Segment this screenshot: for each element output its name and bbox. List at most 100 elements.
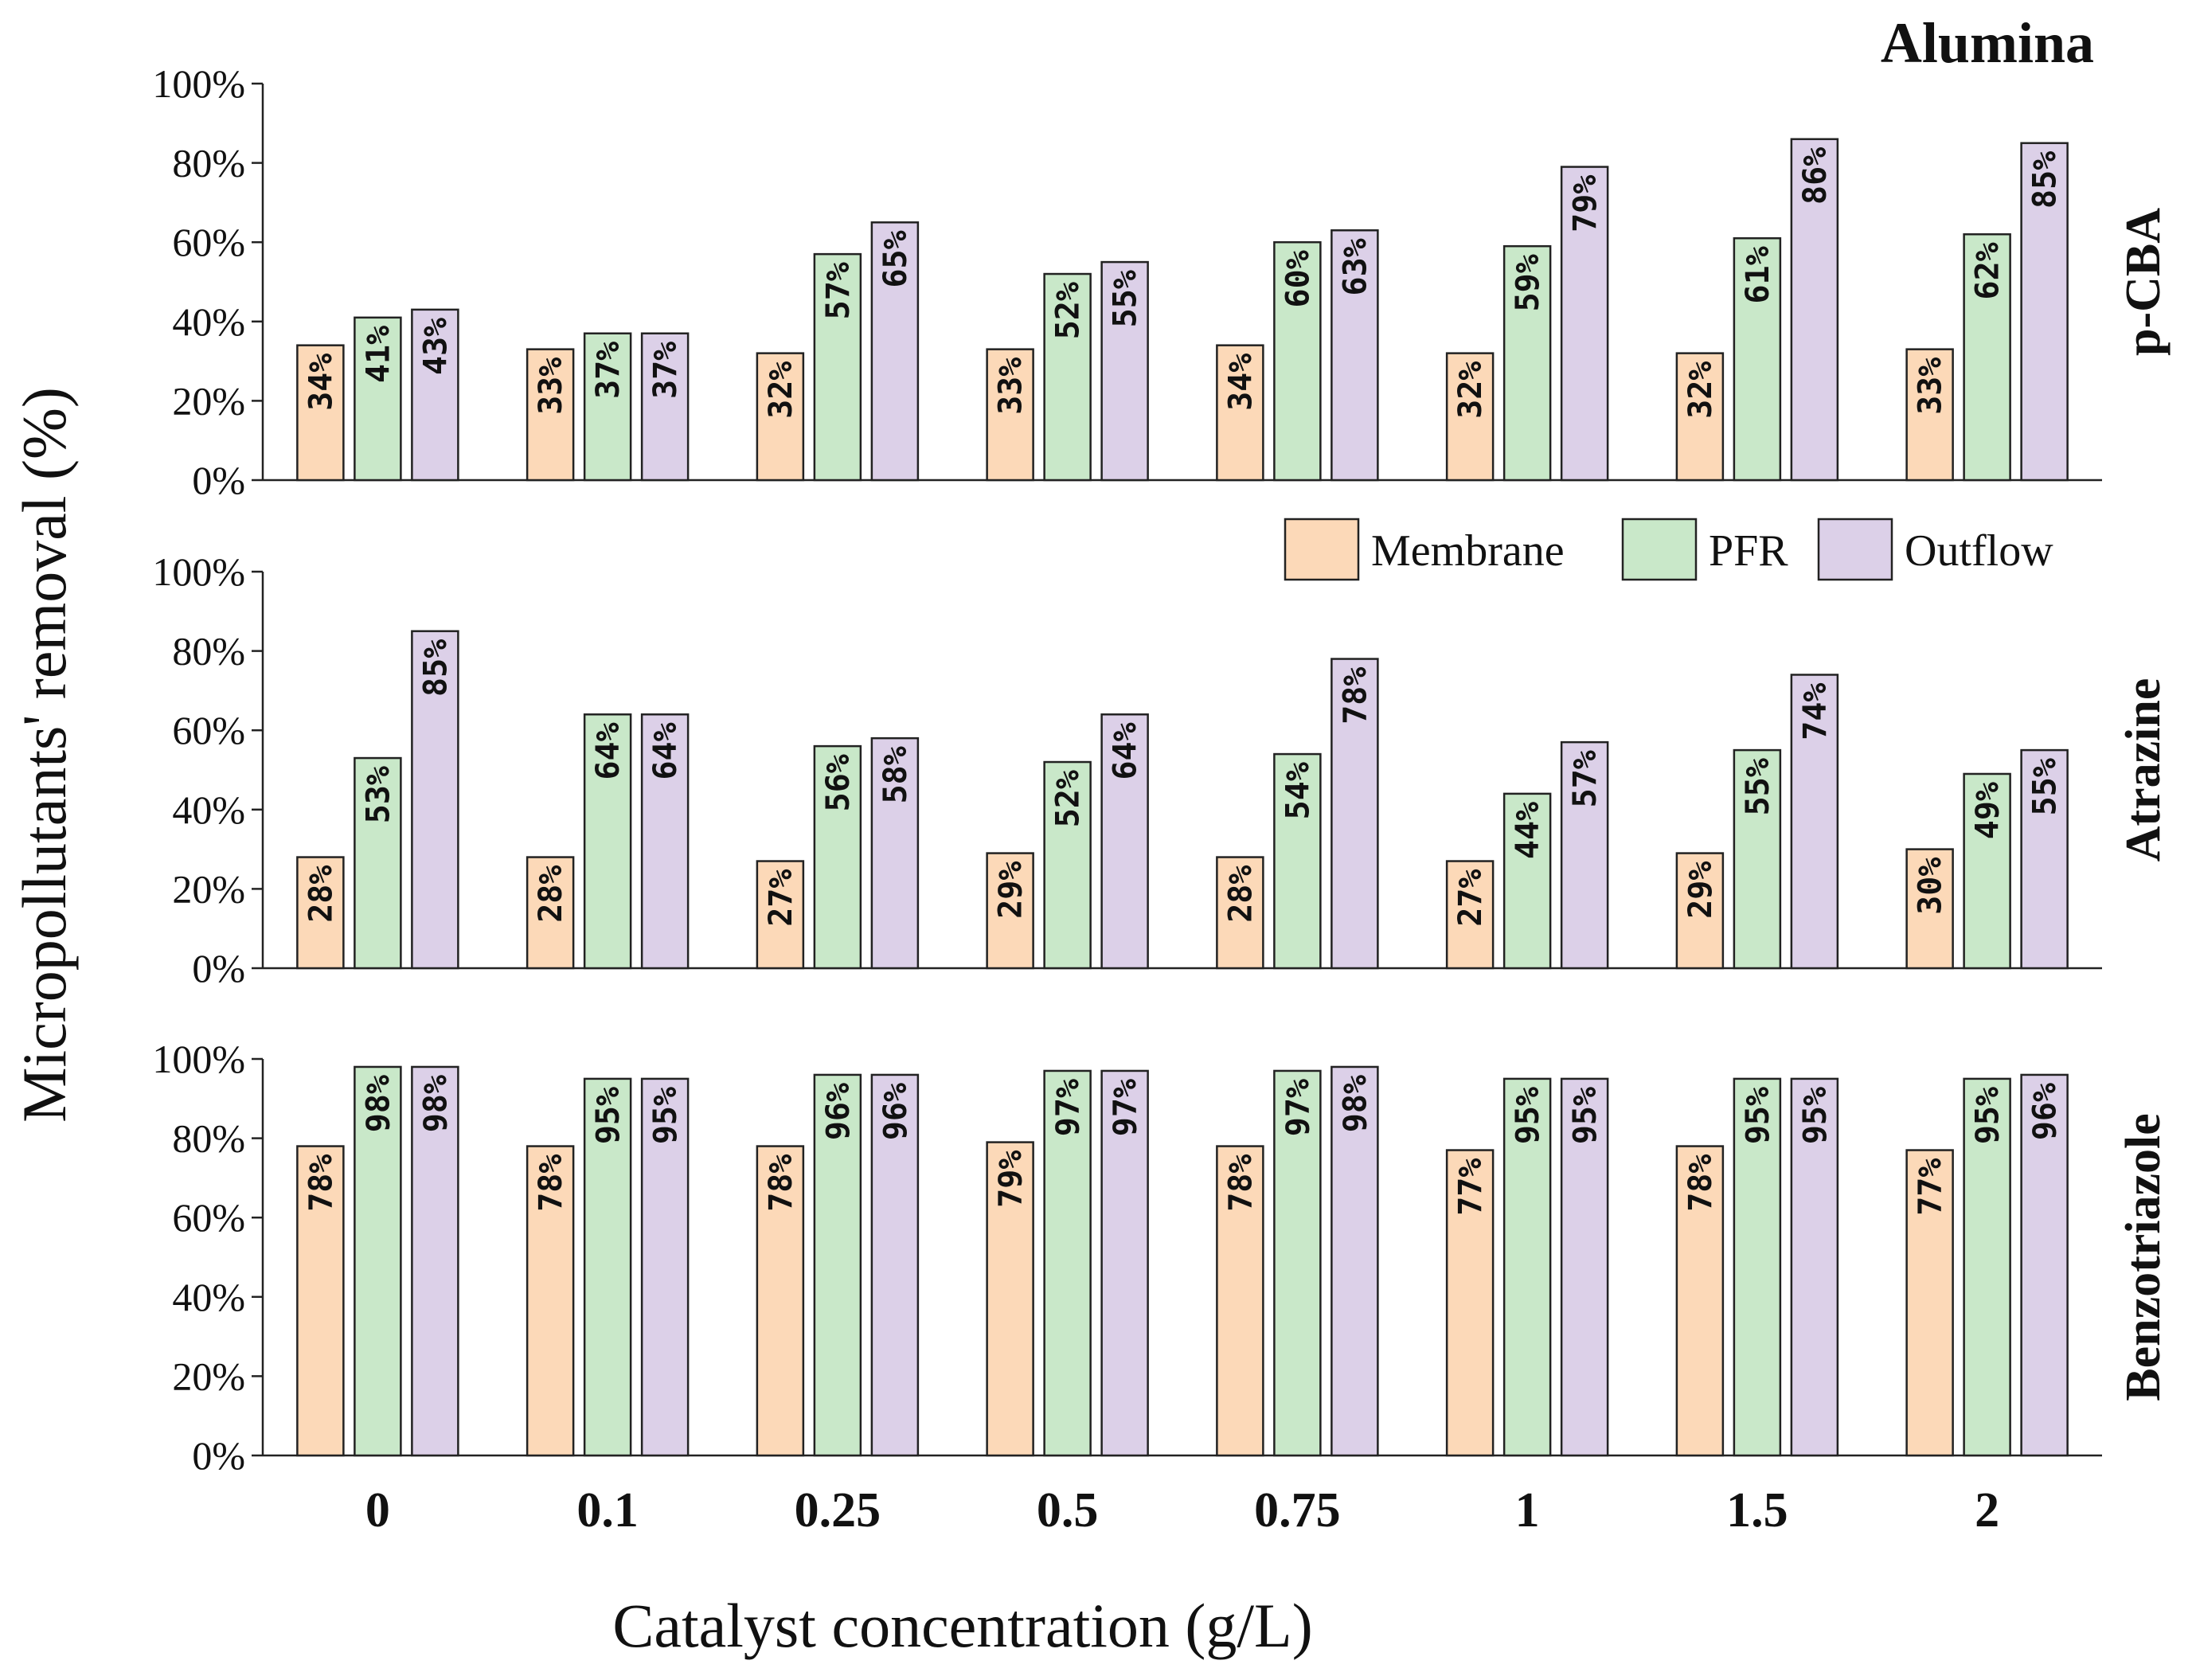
x-tick-label: 1.5 bbox=[1726, 1483, 1788, 1537]
data-label: 60% bbox=[1280, 250, 1316, 307]
y-tick-label: 0% bbox=[192, 1433, 245, 1478]
bar-outflow bbox=[2020, 1073, 2069, 1457]
legend-swatch-membrane bbox=[1284, 518, 1360, 581]
bar-outflow bbox=[640, 332, 690, 482]
y-tick-label: 80% bbox=[172, 629, 245, 674]
bar-outflow bbox=[870, 736, 920, 970]
x-tick-label: 0.5 bbox=[1037, 1483, 1099, 1537]
y-axis-title: Micropollutants' removal (%) bbox=[10, 387, 79, 1123]
data-label: 28% bbox=[1222, 865, 1259, 923]
bar-pfr bbox=[1273, 240, 1322, 482]
bar-pfr bbox=[583, 332, 632, 482]
bar-membrane bbox=[296, 1145, 345, 1457]
bar-outflow bbox=[1100, 713, 1149, 970]
bar-pfr bbox=[1043, 760, 1092, 970]
data-label: 96% bbox=[2027, 1083, 2064, 1140]
bar-outflow bbox=[640, 1077, 690, 1457]
bar-outflow bbox=[1100, 260, 1149, 482]
data-label: 95% bbox=[590, 1087, 627, 1144]
data-label: 32% bbox=[763, 361, 799, 419]
data-label: 52% bbox=[1050, 282, 1087, 339]
data-label: 95% bbox=[1510, 1087, 1546, 1144]
bar-pfr bbox=[583, 1077, 632, 1457]
bar-outflow bbox=[1560, 740, 1609, 970]
data-label: 34% bbox=[1222, 354, 1259, 411]
y-tick-label: 80% bbox=[172, 1116, 245, 1161]
bar-membrane bbox=[986, 348, 1034, 482]
data-label: 77% bbox=[1452, 1158, 1489, 1216]
data-label: 57% bbox=[820, 262, 857, 319]
y-tick-label: 0% bbox=[192, 946, 245, 990]
bar-membrane bbox=[1905, 848, 1954, 970]
data-label: 65% bbox=[877, 230, 914, 287]
data-label: 95% bbox=[647, 1087, 684, 1144]
bar-outflow bbox=[2020, 142, 2069, 482]
bar-membrane bbox=[1675, 852, 1725, 970]
bar-pfr bbox=[813, 744, 862, 970]
data-label: 33% bbox=[533, 357, 569, 415]
data-label: 74% bbox=[1797, 682, 1834, 740]
data-label: 55% bbox=[1740, 758, 1776, 815]
data-label: 95% bbox=[1567, 1087, 1604, 1144]
y-tick-label: 40% bbox=[172, 1275, 245, 1319]
data-label: 78% bbox=[763, 1155, 799, 1212]
data-label: 64% bbox=[647, 722, 684, 779]
legend-label-pfr: PFR bbox=[1709, 526, 1788, 576]
bar-pfr bbox=[1043, 272, 1092, 482]
bar-membrane bbox=[1445, 1149, 1495, 1457]
data-label: 29% bbox=[1682, 861, 1719, 919]
y-tick-label: 0% bbox=[192, 458, 245, 502]
bar-outflow bbox=[1560, 166, 1609, 482]
y-tick-label: 60% bbox=[172, 220, 245, 264]
bar-pfr bbox=[1273, 1069, 1322, 1457]
y-tick-label: 80% bbox=[172, 141, 245, 186]
data-label: 59% bbox=[1510, 254, 1546, 311]
panel-label: Benzotriazole bbox=[2116, 1113, 2171, 1401]
y-tick-label: 20% bbox=[172, 378, 245, 423]
data-label: 63% bbox=[1337, 238, 1373, 295]
data-label: 34% bbox=[303, 354, 339, 411]
data-label: 52% bbox=[1050, 770, 1087, 827]
bar-membrane bbox=[756, 860, 805, 970]
data-label: 97% bbox=[1108, 1079, 1144, 1136]
data-label: 49% bbox=[1970, 782, 2006, 839]
data-label: 32% bbox=[1682, 361, 1719, 419]
bar-pfr bbox=[813, 252, 862, 482]
bar-membrane bbox=[986, 1141, 1034, 1457]
bar-outflow bbox=[411, 308, 459, 482]
data-label: 78% bbox=[303, 1155, 339, 1212]
y-tick-label: 60% bbox=[172, 708, 245, 752]
bar-outflow bbox=[1560, 1077, 1609, 1457]
panel-label: Atrazine bbox=[2116, 678, 2171, 862]
data-label: 54% bbox=[1280, 762, 1316, 819]
bar-membrane bbox=[296, 344, 345, 482]
data-label: 27% bbox=[1452, 869, 1489, 927]
y-tick-label: 20% bbox=[172, 866, 245, 911]
bar-pfr bbox=[1043, 1069, 1092, 1457]
panel-label: p-CBA bbox=[2116, 208, 2171, 356]
bar-pfr bbox=[1733, 748, 1782, 970]
data-label: 56% bbox=[820, 754, 857, 811]
x-tick-label: 0.25 bbox=[795, 1483, 881, 1537]
x-category-labels: 0 0.1 0.25 0.5 0.75 1 1.5 2 bbox=[365, 1483, 1999, 1537]
data-label: 98% bbox=[360, 1075, 397, 1132]
data-label: 64% bbox=[1108, 722, 1144, 779]
legend-label-outflow: Outflow bbox=[1905, 526, 2053, 576]
x-axis-title: Catalyst concentration (g/L) bbox=[612, 1591, 1312, 1660]
y-tick-label: 60% bbox=[172, 1195, 245, 1240]
y-tick-label: 20% bbox=[172, 1354, 245, 1398]
data-label: 29% bbox=[993, 861, 1030, 919]
bar-membrane bbox=[1216, 344, 1264, 482]
data-label: 97% bbox=[1050, 1079, 1087, 1136]
bar-pfr bbox=[1502, 792, 1552, 970]
data-label: 55% bbox=[2027, 758, 2064, 815]
data-label: 85% bbox=[2027, 151, 2064, 209]
bar-pfr bbox=[1733, 236, 1782, 482]
bar-pfr bbox=[1502, 1077, 1552, 1457]
data-label: 28% bbox=[533, 865, 569, 923]
data-label: 30% bbox=[1913, 858, 1949, 915]
bar-membrane bbox=[1216, 1145, 1264, 1457]
y-tick-label: 100% bbox=[152, 549, 245, 594]
bar-outflow bbox=[2020, 748, 2069, 970]
